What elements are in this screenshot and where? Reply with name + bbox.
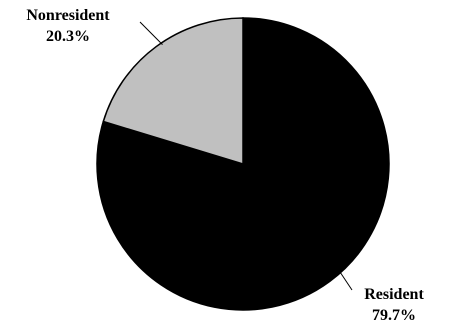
leader-line-nonresident: [139, 21, 163, 45]
slice-label-nonresident: Nonresident: [26, 7, 110, 24]
leader-lines: [139, 21, 353, 291]
slice-percent-resident: 79.7%: [372, 307, 416, 324]
slice-label-resident: Resident: [364, 286, 424, 303]
slice-percent-nonresident: 20.3%: [46, 28, 90, 45]
slices-layer: [96, 17, 390, 311]
leader-line-resident: [338, 270, 353, 291]
pie-slice-nonresident: [102, 17, 244, 166]
